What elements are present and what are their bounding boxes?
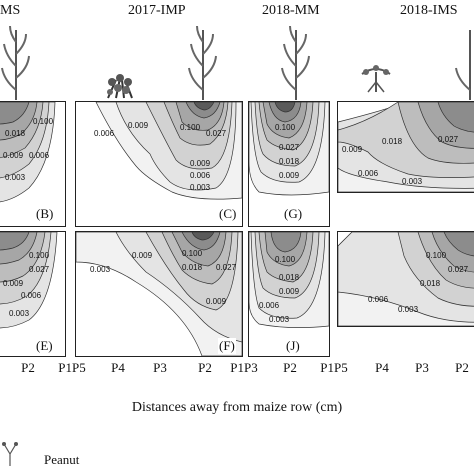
contour-plot-j: 0.100 0.018 0.009 0.006 0.003 (249, 232, 329, 328)
panel-row1-col1: 0.100 0.018 0.009 0.006 0.003 (B) (0, 101, 66, 227)
panel-row2-col1: 0.100 0.027 0.009 0.006 0.003 (E) (0, 231, 66, 357)
contour-label: 0.018 (279, 273, 300, 282)
contour-label: 0.003 (90, 265, 111, 274)
contour-label: 0.100 (29, 251, 50, 260)
contour-label: 0.009 (279, 171, 300, 180)
x-tick-label: P1P5 (320, 360, 348, 375)
panel-letter: (F) (218, 338, 236, 354)
contour-label: 0.009 (279, 287, 300, 296)
contour-label: 0.100 (180, 123, 201, 132)
x-tick-label: P2 (455, 360, 469, 375)
contour-label: 0.009 (3, 279, 24, 288)
panel-letter: (G) (283, 206, 304, 222)
panel-row1-col2: 0.100 0.027 0.009 0.006 0.009 0.006 0.00… (75, 101, 243, 227)
contour-label: 0.009 (342, 145, 363, 154)
contour-plot-c: 0.100 0.027 0.009 0.006 0.009 0.006 0.00… (94, 102, 242, 200)
maize-icon (1, 25, 30, 100)
contour-label: 0.027 (448, 265, 469, 274)
peanut-icon (361, 65, 391, 93)
x-tick-label: P1P3 (230, 360, 258, 375)
panel-row1-col4: 0.009 0.018 0.027 0.006 0.003 (337, 101, 474, 193)
contour-label: 0.027 (279, 143, 300, 152)
peanut-icon (107, 74, 133, 99)
contour-label: 0.006 (368, 295, 389, 304)
panel-row2-col3: 0.100 0.018 0.009 0.006 0.003 (J) (248, 231, 330, 357)
contour-label: 0.009 (3, 151, 24, 160)
panel-row2-col4: 0.100 0.027 0.018 0.006 0.003 (337, 231, 474, 327)
header-ms: MS (0, 3, 21, 18)
maize-icon (455, 30, 471, 100)
x-tick-label: P2 (198, 360, 212, 375)
contour-label: 0.100 (426, 251, 447, 260)
contour-plot-h: 0.009 0.018 0.027 0.006 0.003 (338, 102, 474, 192)
plant-icons (1, 25, 471, 100)
legend-label-peanut: Peanut (44, 452, 80, 467)
x-tick-label: P4 (111, 360, 125, 375)
contour-label: 0.003 (269, 315, 290, 324)
contour-label: 0.100 (182, 249, 203, 258)
contour-label: 0.003 (9, 309, 30, 318)
contour-plot-g: 0.100 0.027 0.018 0.009 (249, 102, 329, 196)
contour-label: 0.018 (382, 137, 403, 146)
contour-label: 0.018 (420, 279, 441, 288)
contour-label: 0.027 (206, 129, 227, 138)
header-2018-ims: 2018-IMS (400, 3, 458, 18)
contour-label: 0.006 (358, 169, 379, 178)
contour-label: 0.009 (128, 121, 149, 130)
contour-label: 0.003 (5, 173, 26, 182)
x-tick-label: P4 (375, 360, 389, 375)
contour-plot-e: 0.100 0.027 0.009 0.006 0.003 (0, 232, 58, 329)
contour-label: 0.009 (132, 251, 153, 260)
x-tick-label: P3 (415, 360, 429, 375)
header-2018-mm: 2018-MM (262, 3, 320, 18)
contour-label: 0.027 (438, 135, 459, 144)
contour-plot-f: 0.100 0.018 0.027 0.009 0.003 0.009 (76, 232, 242, 356)
contour-label: 0.006 (259, 301, 280, 310)
contour-label: 0.027 (29, 265, 50, 274)
panel-letter: (J) (285, 338, 301, 354)
contour-label: 0.003 (190, 183, 211, 192)
contour-label: 0.100 (275, 123, 296, 132)
contour-label: 0.009 (206, 297, 227, 306)
contour-label: 0.018 (279, 157, 300, 166)
contour-label: 0.003 (398, 305, 419, 314)
contour-label: 0.018 (182, 263, 203, 272)
x-axis-title: Distances away from maize row (cm) (131, 400, 343, 415)
panel-letter: (E) (35, 338, 54, 354)
x-tick-label: P2 (283, 360, 297, 375)
contour-label: 0.027 (216, 263, 237, 272)
contour-label: 0.006 (190, 171, 211, 180)
panel-row1-col3: 0.100 0.027 0.018 0.009 (G) (248, 101, 330, 227)
maize-icon (281, 25, 310, 100)
x-tick-label: P1P5 (58, 360, 86, 375)
contour-label: 0.100 (275, 255, 296, 264)
panel-letter: (C) (218, 206, 238, 222)
contour-label: 0.018 (5, 129, 26, 138)
contour-label: 0.009 (190, 159, 211, 168)
contour-label: 0.006 (94, 129, 115, 138)
contour-label: 0.006 (21, 291, 42, 300)
contour-label: 0.006 (29, 151, 50, 160)
contour-label: 0.003 (402, 177, 423, 186)
contour-plot-k: 0.100 0.027 0.018 0.006 0.003 (338, 232, 474, 326)
panel-row2-col2: 0.100 0.018 0.027 0.009 0.003 0.009 (F) (75, 231, 243, 357)
contour-label: 0.100 (33, 117, 54, 126)
header-2017-imp: 2017-IMP (128, 3, 186, 18)
x-tick-label: P3 (153, 360, 167, 375)
x-tick-label: P2 (21, 360, 35, 375)
contour-plot-b: 0.100 0.018 0.009 0.006 0.003 (0, 102, 56, 203)
peanut-legend-icon (2, 442, 18, 466)
maize-icon (188, 25, 217, 100)
panel-letter: (B) (35, 206, 55, 222)
